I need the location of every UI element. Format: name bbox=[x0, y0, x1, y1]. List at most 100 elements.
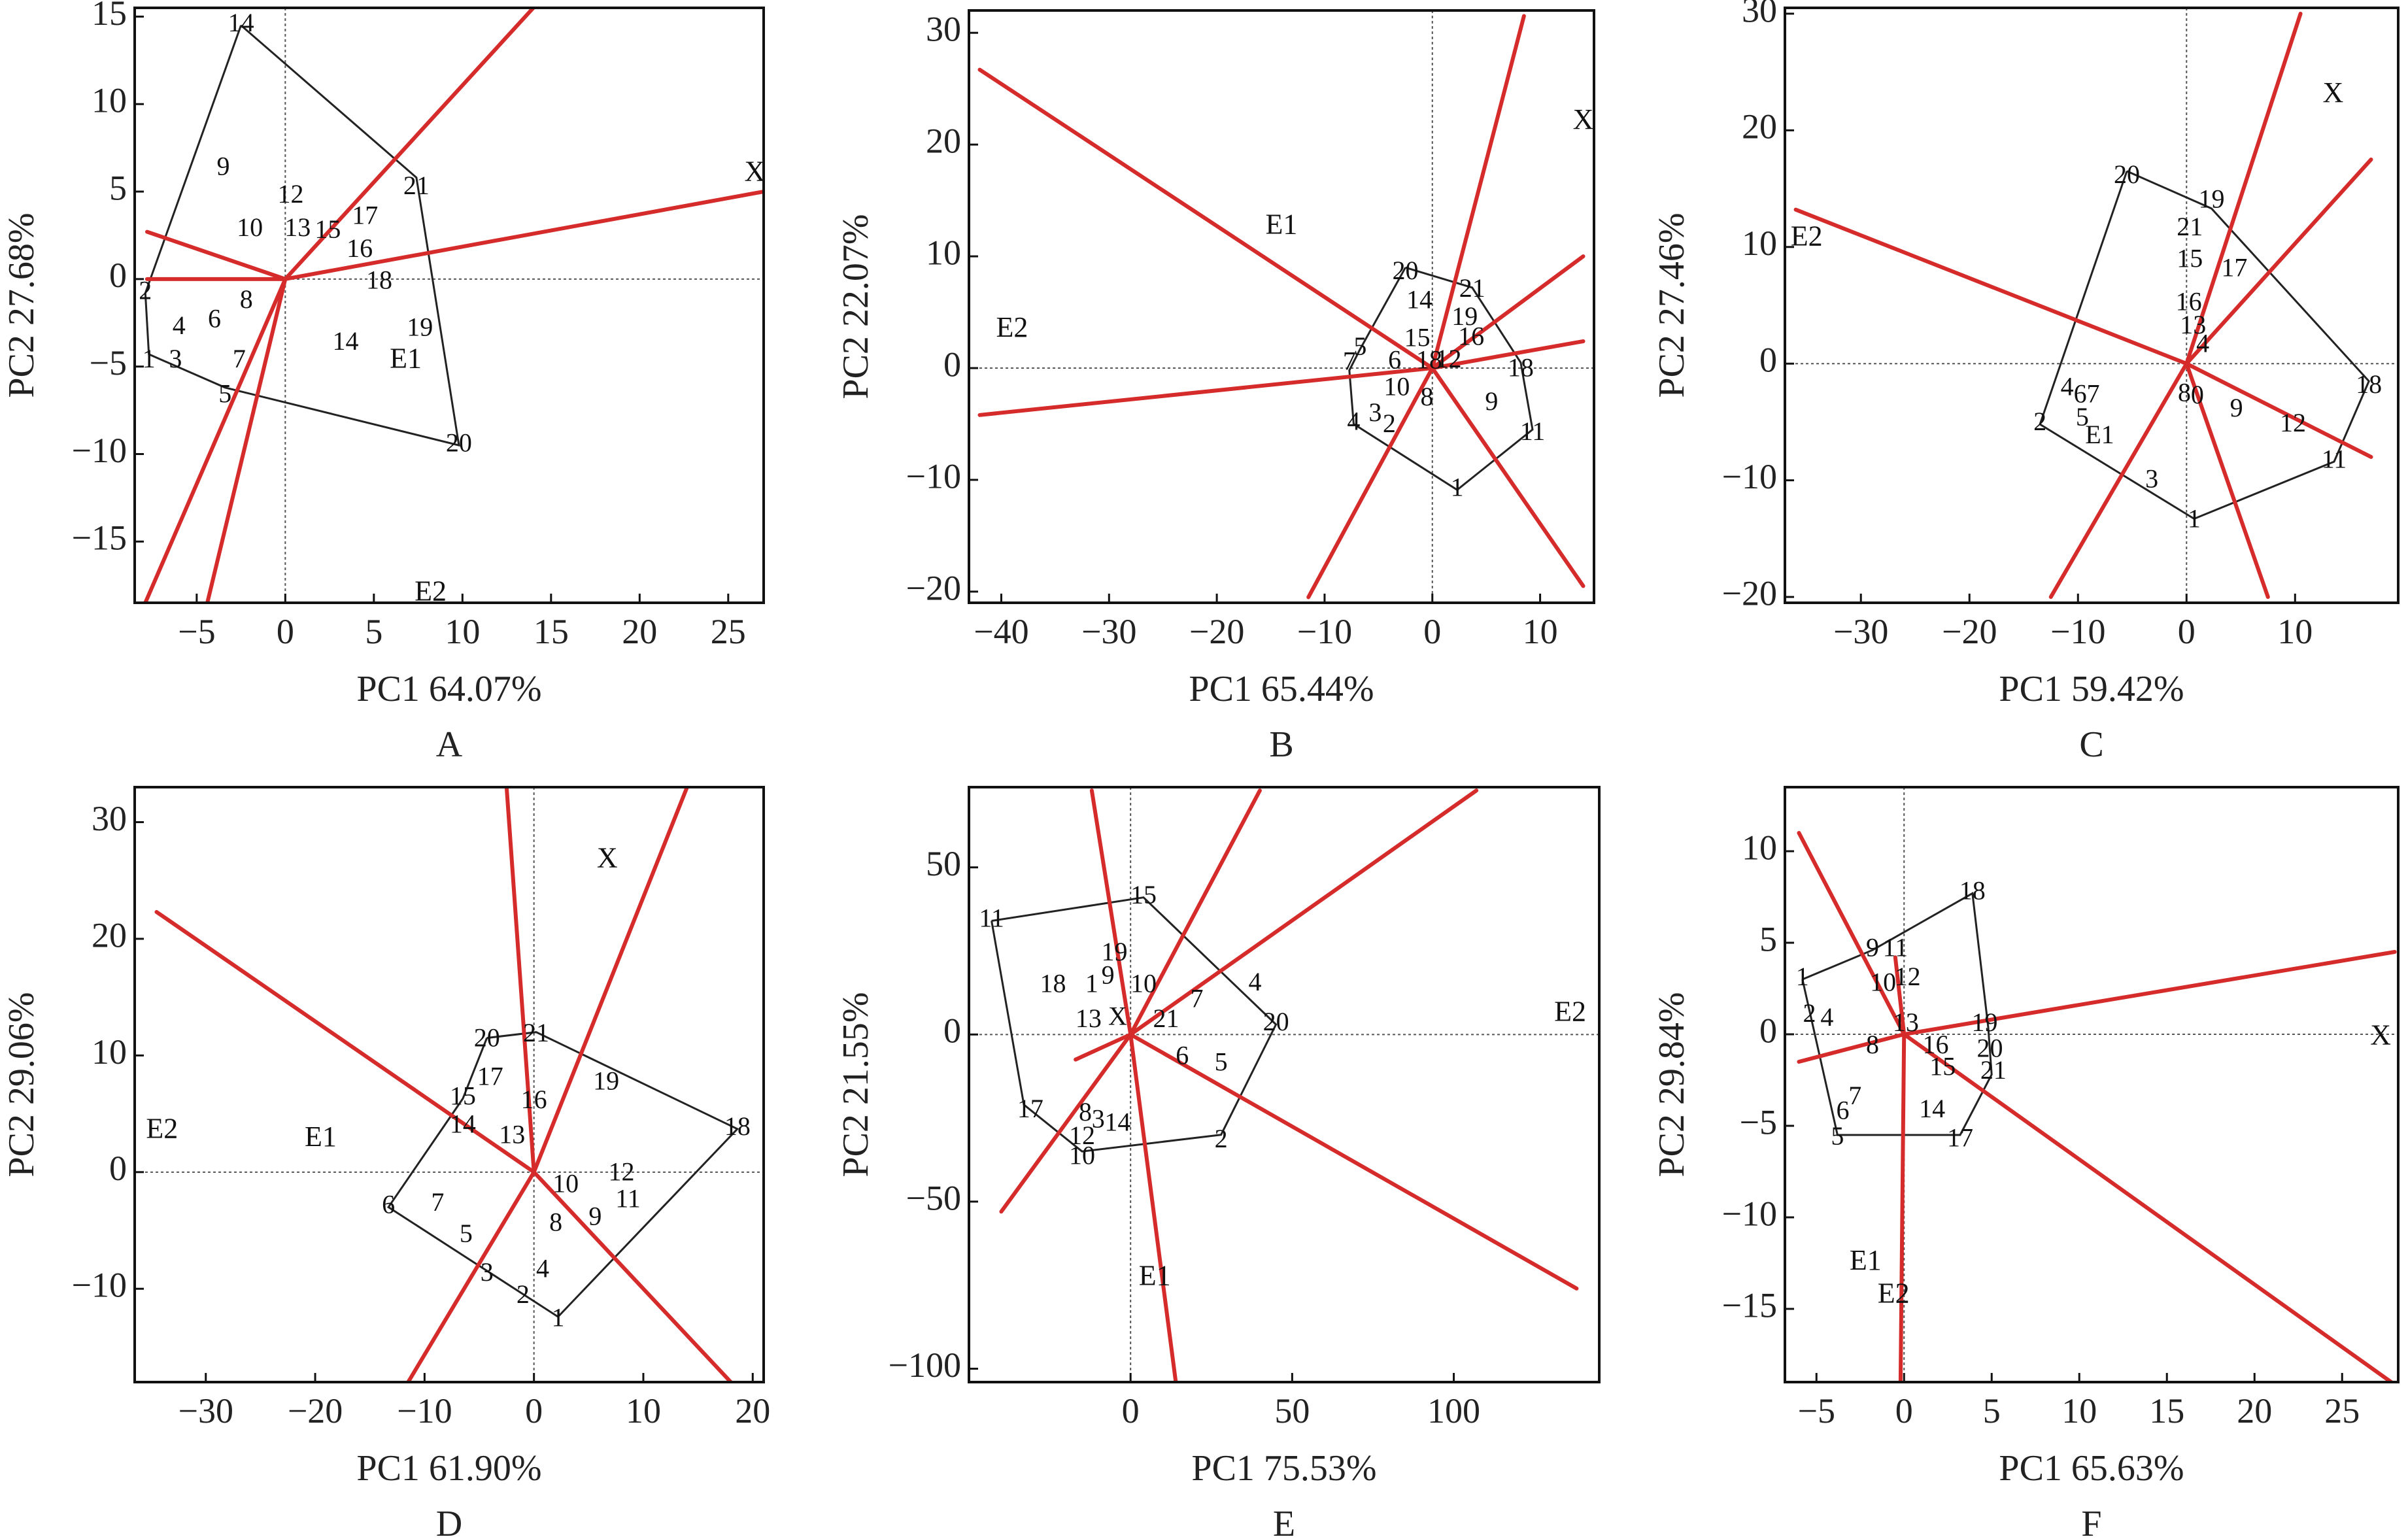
panel-f-ylabel: PC2 29.84% bbox=[1652, 992, 1692, 1177]
panel-c-ray-2 bbox=[2184, 157, 2373, 366]
panel-f-env-e2: E2 bbox=[1878, 1277, 1910, 1309]
panel-a-frame bbox=[133, 7, 765, 604]
panel-a-ray-5 bbox=[283, 190, 764, 281]
panel-d-point-5: 15 bbox=[450, 1081, 476, 1111]
panel-d-point-3: 17 bbox=[477, 1061, 503, 1091]
panel-c-point-9: 6 bbox=[2074, 379, 2087, 408]
panel-a-ytick-label-0: −15 bbox=[72, 518, 127, 558]
panel-c-point-7: 4 bbox=[2196, 329, 2209, 358]
panel-c-xtick-label-0: −30 bbox=[1833, 612, 1888, 651]
panel-f-ytick-label-5: 10 bbox=[1742, 828, 1777, 867]
panel-e-point-10: X bbox=[1108, 1001, 1127, 1030]
panel-c-point-19: 11 bbox=[2322, 444, 2347, 473]
panel-a-point-9: 18 bbox=[366, 265, 392, 294]
panel-a-point-20: 20 bbox=[446, 428, 472, 457]
panel-c-point-4: 17 bbox=[2221, 253, 2247, 282]
panel-d-point-8: 18 bbox=[724, 1111, 751, 1141]
panel-f-point-9: 19 bbox=[1972, 1007, 1998, 1037]
panel-f-ray-5 bbox=[1893, 955, 1907, 1036]
panel-f-point-19: 17 bbox=[1947, 1123, 1973, 1153]
panel-d-ray-1 bbox=[504, 787, 536, 1174]
panel-a-ray-4 bbox=[283, 8, 535, 281]
panel-c-env-e2: E2 bbox=[1791, 220, 1823, 252]
panel-f-ytick-label-2: −5 bbox=[1740, 1102, 1777, 1142]
panel-a-xtick-label-4: 15 bbox=[534, 612, 569, 651]
panel-a-point-3: 10 bbox=[237, 212, 263, 242]
panel-d-point-20: 1 bbox=[551, 1303, 564, 1332]
panel-b-xtick-label-0: −40 bbox=[974, 612, 1028, 651]
panel-e-point-17: 3 bbox=[1092, 1104, 1105, 1133]
panel-f-point-10: 8 bbox=[1866, 1030, 1879, 1059]
panel-e-point-20: 10 bbox=[1069, 1141, 1095, 1170]
panel-a-point-8: 16 bbox=[347, 233, 373, 263]
panel-e-ray-6 bbox=[1128, 1032, 1579, 1291]
panel-c-xlabel: PC1 59.42% bbox=[1999, 669, 2184, 709]
panel-b-point-13: 8 bbox=[1421, 382, 1434, 411]
panel-b-xlabel: PC1 65.44% bbox=[1189, 669, 1374, 709]
panel-f-point-4: 12 bbox=[1895, 962, 1921, 991]
panel-d-point-16: 5 bbox=[460, 1219, 473, 1248]
panel-a-xlabel: PC1 64.07% bbox=[356, 669, 541, 709]
panel-f-xtick-label-0: −5 bbox=[1798, 1391, 1835, 1430]
panel-b-ray-2 bbox=[1430, 14, 1526, 371]
panel-c-point-12: 2 bbox=[2033, 407, 2046, 436]
panel-b-point-16: 4 bbox=[1347, 407, 1360, 436]
panel-a-ylabel: PC2 27.68% bbox=[1, 212, 42, 397]
panel-f-ray-0 bbox=[1797, 831, 1907, 1036]
panel-d-point-18: 4 bbox=[536, 1254, 549, 1283]
panel-b-point-4: 16 bbox=[1458, 322, 1484, 351]
panel-f-xtick-label-4: 15 bbox=[2149, 1391, 2184, 1430]
panel-a-xtick-label-6: 25 bbox=[711, 612, 746, 651]
panel-c-point-13: E1 bbox=[2085, 420, 2114, 449]
panel-a-point-10: 2 bbox=[139, 275, 152, 305]
panel-b-ray-1 bbox=[977, 366, 1434, 417]
panel-e-point-11: 21 bbox=[1153, 1004, 1179, 1033]
panel-b-point-0: 20 bbox=[1393, 256, 1419, 285]
panel-e-point-8: 4 bbox=[1249, 967, 1262, 996]
panel-e-point-16: 8 bbox=[1079, 1097, 1092, 1126]
panel-a-ytick-label-1: −10 bbox=[72, 431, 127, 470]
panel-f-point-7: 4 bbox=[1820, 1002, 1833, 1032]
panel-d-xlabel: PC1 61.90% bbox=[356, 1448, 541, 1489]
panel-a-ray-3 bbox=[205, 277, 288, 603]
panel-b-point-8: 6 bbox=[1388, 345, 1401, 375]
panel-f-letter: F bbox=[2081, 1504, 2101, 1539]
panel-d-ytick-label-0: −10 bbox=[72, 1266, 127, 1305]
panel-f-env-x: X bbox=[2370, 1019, 2391, 1051]
panel-d-ylabel: PC2 29.06% bbox=[1, 992, 42, 1177]
panel-b-point-15: 3 bbox=[1368, 397, 1382, 427]
panel-b-point-1: 21 bbox=[1459, 273, 1485, 303]
panel-b-xtick-label-5: 10 bbox=[1523, 612, 1558, 651]
panel-a-point-4: 13 bbox=[284, 212, 311, 242]
panel-b-ray-5 bbox=[1430, 366, 1586, 588]
panel-e-point-4: 1 bbox=[1085, 968, 1098, 998]
panel-b-ray-0 bbox=[977, 67, 1434, 371]
panel-d-env-x: X bbox=[597, 842, 618, 874]
panel-f-xtick-label-2: 5 bbox=[1983, 1391, 2001, 1430]
panel-a-letter: A bbox=[436, 724, 463, 765]
panel-e-point-2: 19 bbox=[1101, 937, 1127, 966]
panel-f-ray-1 bbox=[1797, 1032, 1907, 1064]
panel-a-point-17: 3 bbox=[169, 344, 182, 373]
panel-c-xtick-label-1: −20 bbox=[1942, 612, 1997, 651]
panel-d-point-15: 7 bbox=[431, 1187, 444, 1217]
panel-d-point-10: 10 bbox=[552, 1168, 579, 1198]
panel-f-xtick-label-6: 25 bbox=[2324, 1391, 2360, 1430]
panel-d-point-9: 12 bbox=[609, 1157, 635, 1187]
panel-d-point-1: 21 bbox=[523, 1018, 549, 1047]
panel-e-xtick-label-1: 50 bbox=[1274, 1391, 1310, 1430]
panel-d-point-2: 19 bbox=[593, 1066, 619, 1095]
panel-f-point-15: 7 bbox=[1848, 1081, 1861, 1110]
panel-c-env-x: X bbox=[2322, 76, 2343, 109]
panel-d-point-4: 16 bbox=[521, 1085, 547, 1114]
panel-e-point-12: 20 bbox=[1263, 1007, 1289, 1036]
panel-e-ray-3 bbox=[1128, 1032, 1178, 1382]
panel-b-ray-6 bbox=[1306, 366, 1434, 600]
panel-b-point-9: 18 bbox=[1416, 345, 1442, 375]
